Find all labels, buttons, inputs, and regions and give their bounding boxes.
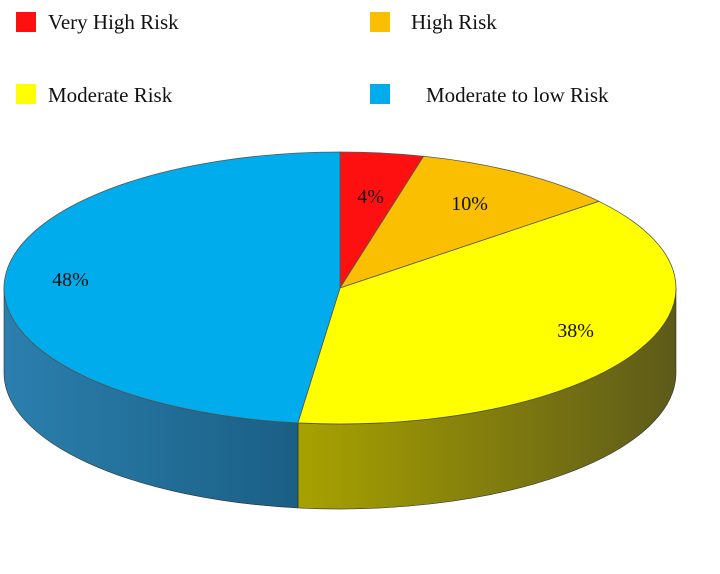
legend-item-moderate-risk: Moderate Risk	[16, 83, 173, 107]
legend-item-high-risk: High Risk	[370, 10, 497, 34]
pie-label-moderate-to-low-risk: 48%	[52, 269, 89, 291]
legend-swatch-moderate-to-low-risk	[370, 84, 390, 104]
legend-label-moderate-to-low-risk: Moderate to low Risk	[426, 83, 609, 107]
legend-item-moderate-to-low-risk: Moderate to low Risk	[370, 83, 609, 107]
legend-label-moderate-risk: Moderate Risk	[48, 83, 173, 107]
pie-label-layer: 4% 10% 38% 48%	[52, 186, 594, 342]
pie-slice-high-risk	[339, 155, 600, 289]
pie-slice-moderate-risk	[297, 200, 677, 425]
pie-top-layer	[3, 151, 677, 425]
pie-slice-moderate-to-low-risk	[3, 151, 341, 424]
legend-swatch-high-risk	[370, 12, 390, 32]
legend-item-very-high-risk: Very High Risk	[16, 10, 179, 34]
pie-label-high-risk: 10%	[451, 193, 488, 215]
pie-label-very-high-risk: 4%	[357, 186, 384, 208]
legend-label-high-risk: High Risk	[411, 10, 497, 34]
legend-label-very-high-risk: Very High Risk	[48, 10, 179, 34]
pie-label-moderate-risk: 38%	[557, 320, 594, 342]
legend-swatch-moderate-risk	[16, 84, 36, 104]
legend-swatch-very-high-risk	[16, 12, 36, 32]
legend: Very High Risk High Risk Moderate Risk Mode…	[16, 10, 609, 107]
